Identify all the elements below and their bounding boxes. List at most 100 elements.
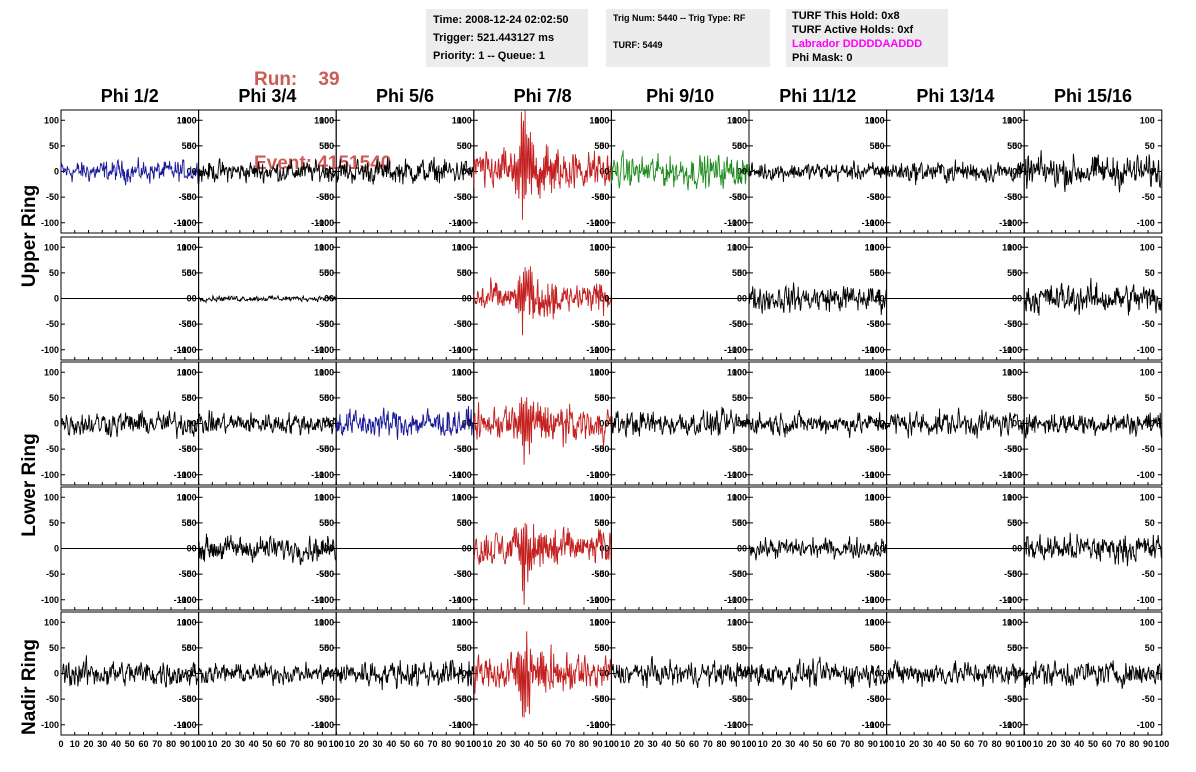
x-tick-label: 10	[207, 739, 217, 749]
y-tick-label-right: -100	[1137, 595, 1155, 605]
y-tick-label-right: -100	[311, 595, 329, 605]
y-tick-label-left: 100	[182, 492, 197, 502]
time-text: Time: 2008-12-24 02:02:50	[433, 14, 569, 26]
x-tick-label: 20	[772, 739, 782, 749]
y-tick-label-right: -50	[867, 319, 880, 329]
y-tick-label-left: 0	[192, 167, 197, 177]
column-header-3: Phi 5/6	[375, 86, 434, 106]
y-tick-label-left: 100	[594, 367, 609, 377]
y-tick-label-left: 100	[732, 115, 747, 125]
y-tick-label-right: -50	[179, 444, 192, 454]
y-tick-label-left: 100	[319, 492, 334, 502]
y-tick-label-left: 100	[870, 367, 885, 377]
x-tick-label: 80	[441, 739, 451, 749]
y-tick-label-right: -100	[999, 218, 1017, 228]
y-tick-label-left: 100	[594, 492, 609, 502]
y-tick-label-right: -100	[1137, 720, 1155, 730]
y-tick-label-right: -50	[179, 569, 192, 579]
y-tick-label-left: -100	[316, 470, 334, 480]
waveform-trace	[748, 536, 888, 561]
x-tick-label: 0	[884, 739, 889, 749]
x-tick-label: 40	[1074, 739, 1084, 749]
y-tick-label-right: 100	[452, 617, 467, 627]
y-tick-label-right: 50	[182, 643, 192, 653]
x-tick-label: 30	[510, 739, 520, 749]
y-tick-label-left: 50	[875, 518, 885, 528]
y-tick-label-left: -100	[591, 470, 609, 480]
y-tick-label-left: -50	[1009, 319, 1022, 329]
y-tick-label-right: 50	[1007, 141, 1017, 151]
y-tick-label-right: -50	[1004, 319, 1017, 329]
y-tick-label-left: 100	[594, 242, 609, 252]
y-tick-label-right: 100	[1140, 115, 1155, 125]
y-tick-label-left: -100	[454, 595, 472, 605]
y-tick-label-left: 0	[54, 294, 59, 304]
y-tick-label-right: -100	[999, 720, 1017, 730]
panel-frame	[886, 361, 1025, 486]
column-header-7: Phi 13/14	[916, 86, 995, 106]
y-tick-label-right: 50	[732, 643, 742, 653]
y-tick-label-right: 50	[457, 643, 467, 653]
y-tick-label-left: 50	[1012, 518, 1022, 528]
y-tick-label-right: 50	[1145, 268, 1155, 278]
y-tick-label-left: -100	[454, 345, 472, 355]
column-header-8: Phi 15/16	[1053, 86, 1132, 106]
y-tick-label-left: -100	[454, 470, 472, 480]
y-tick-label-right: -50	[591, 694, 604, 704]
y-tick-label-right: 50	[732, 141, 742, 151]
y-tick-label-left: 50	[599, 643, 609, 653]
x-tick-label: 50	[813, 739, 823, 749]
y-tick-label-left: 50	[737, 268, 747, 278]
y-tick-label-left: 50	[875, 393, 885, 403]
y-tick-label-left: -50	[734, 444, 747, 454]
y-tick-label-left: 0	[880, 294, 885, 304]
y-tick-label-right: -100	[311, 345, 329, 355]
column-header-1: Phi 1/2	[100, 86, 159, 106]
info-box-turf: TURF This Hold: 0x8 TURF Active Holds: 0…	[786, 9, 948, 67]
x-tick-label: 50	[262, 739, 272, 749]
y-tick-label-right: -100	[311, 470, 329, 480]
y-tick-label-left: 50	[1012, 393, 1022, 403]
y-tick-label-right: -50	[1142, 192, 1155, 202]
x-tick-label: 90	[1005, 739, 1015, 749]
y-tick-label-left: -100	[867, 345, 885, 355]
x-tick-label: 80	[166, 739, 176, 749]
y-tick-label-left: 0	[742, 167, 747, 177]
y-tick-label-left: -100	[729, 345, 747, 355]
y-tick-label-right: 100	[177, 617, 192, 627]
y-tick-label-left: 0	[54, 544, 59, 554]
y-tick-label-left: -100	[867, 720, 885, 730]
y-tick-label-left: -100	[867, 470, 885, 480]
y-tick-label-right: 100	[1140, 242, 1155, 252]
x-tick-label: 0	[746, 739, 751, 749]
y-tick-label-right: -100	[724, 595, 742, 605]
y-tick-label-left: -100	[179, 595, 197, 605]
x-tick-label: 50	[675, 739, 685, 749]
y-tick-label-right: 50	[1007, 643, 1017, 653]
y-tick-label-right: 50	[182, 518, 192, 528]
y-tick-label-right: -50	[591, 319, 604, 329]
y-tick-label-right: 50	[594, 393, 604, 403]
y-tick-label-right: 100	[727, 492, 742, 502]
y-tick-label-left: 0	[1017, 294, 1022, 304]
x-tick-label: 50	[125, 739, 135, 749]
y-tick-label-left: 100	[44, 617, 59, 627]
x-tick-label: 90	[593, 739, 603, 749]
waveform-trace	[610, 655, 750, 689]
y-tick-label-right: 100	[589, 115, 604, 125]
y-tick-label-left: -100	[867, 218, 885, 228]
y-tick-label-left: 50	[599, 393, 609, 403]
y-tick-label-right: -100	[449, 345, 467, 355]
y-tick-label-left: -100	[454, 720, 472, 730]
y-tick-label-right: 50	[457, 141, 467, 151]
x-tick-label: 90	[317, 739, 327, 749]
y-tick-label-left: 100	[1007, 492, 1022, 502]
y-tick-label-right: 100	[865, 617, 880, 627]
y-tick-label-right: 50	[1007, 518, 1017, 528]
y-tick-label-left: 50	[462, 393, 472, 403]
y-tick-label-left: 50	[599, 141, 609, 151]
y-tick-label-left: 0	[1017, 419, 1022, 429]
y-tick-label-right: 100	[589, 242, 604, 252]
y-tick-label-left: 0	[742, 294, 747, 304]
